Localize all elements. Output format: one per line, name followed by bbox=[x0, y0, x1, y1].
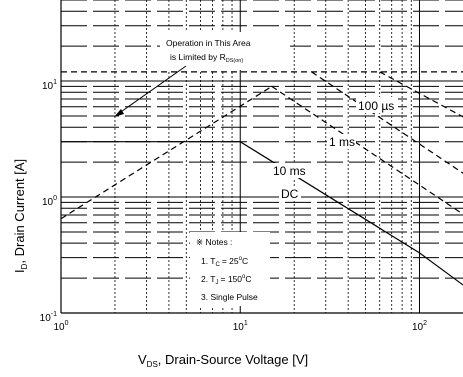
x-axis-title-main: V bbox=[138, 352, 147, 367]
label-1ms: 1 ms bbox=[329, 135, 355, 149]
note-3: 3. Single Pulse bbox=[201, 292, 258, 302]
notes-heading: ※ Notes : bbox=[196, 237, 232, 247]
y-tick-label-base: 10 bbox=[40, 313, 52, 324]
note-1-sub: C bbox=[216, 262, 221, 268]
rdson-line2-sub: DS(on) bbox=[226, 58, 244, 64]
series-lines bbox=[60, 71, 463, 286]
x-tick-label: 102 bbox=[412, 320, 427, 333]
rdson-line2-prefix: is Limited by R bbox=[170, 52, 226, 62]
y-axis-title-rest: , Drain Current [A] bbox=[12, 159, 27, 264]
x-tick-label-base: 10 bbox=[53, 322, 65, 333]
curve-labels: 100 µs 1 ms 10 ms DC bbox=[271, 97, 398, 201]
rdson-arrow-head bbox=[114, 109, 124, 117]
label-1ms-bg bbox=[327, 134, 356, 149]
x-axis-title-rest: , Drain-Source Voltage [V] bbox=[158, 352, 308, 367]
x-tick-label-exp: 1 bbox=[244, 320, 248, 327]
notes-box: ※ Notes : 1. TC = 25oC 2. TJ = 150oC 3. Si… bbox=[190, 232, 270, 306]
y-tick-label-exp: 1 bbox=[53, 79, 57, 86]
label-10ms-bg bbox=[271, 163, 309, 178]
x-tick-label-base: 10 bbox=[233, 322, 245, 333]
x-tick-label-exp: 0 bbox=[65, 320, 69, 327]
label-10ms: 10 ms bbox=[273, 164, 306, 178]
notes-box-bg bbox=[190, 232, 270, 306]
x-tick-label: 101 bbox=[233, 320, 248, 333]
y-tick-label-base: 10 bbox=[42, 81, 54, 92]
note-1-sup: o bbox=[239, 256, 243, 262]
label-dc-bg bbox=[279, 186, 301, 201]
note-1: 1. TC = 25oC bbox=[201, 256, 248, 268]
y-tick-label-exp: -1 bbox=[51, 311, 57, 318]
x-tick-label: 100 bbox=[53, 320, 68, 333]
y-tick-label-base: 10 bbox=[42, 197, 54, 208]
x-axis-title-sub: DS bbox=[147, 360, 158, 369]
y-tick-label: 100 bbox=[42, 195, 57, 208]
x-axis-title: VDS, Drain-Source Voltage [V] bbox=[138, 352, 308, 369]
label-dc: DC bbox=[281, 187, 299, 201]
y-axis-title: ID, Drain Current [A] bbox=[12, 159, 29, 273]
note-2-sub: J bbox=[216, 280, 219, 286]
y-axis-title-sub: D bbox=[20, 263, 29, 269]
rdson-annotation: Operation in This Area is Limited by RDS… bbox=[114, 32, 290, 117]
series-line-boundary-4 bbox=[60, 85, 273, 220]
note-2-sup: o bbox=[242, 274, 246, 280]
x-tick-label-exp: 2 bbox=[423, 320, 427, 327]
rdson-annotation-box bbox=[160, 32, 290, 70]
y-axis-title-main: I bbox=[12, 269, 27, 273]
note-1-value: = 25 bbox=[222, 256, 239, 266]
label-100us-bg bbox=[356, 97, 398, 113]
y-tick-label: 101 bbox=[42, 79, 57, 92]
note-1-prefix: 1. T bbox=[201, 256, 216, 266]
note-1-unit: C bbox=[242, 256, 248, 266]
series-line-100-s bbox=[379, 71, 463, 118]
series-line-1-ms bbox=[311, 71, 463, 174]
rdson-line2: is Limited by RDS(on) bbox=[170, 52, 243, 64]
series-line-dc bbox=[61, 141, 463, 286]
label-100us: 100 µs bbox=[358, 99, 394, 113]
note-2-unit: C bbox=[245, 274, 251, 284]
note-2-prefix: 2. T bbox=[201, 274, 216, 284]
note-2-value: = 150 bbox=[221, 274, 243, 284]
series-line-10-ms bbox=[271, 85, 463, 215]
rdson-line1: Operation in This Area bbox=[166, 38, 251, 48]
y-tick-label: 10-1 bbox=[40, 311, 57, 324]
rdson-arrow-line bbox=[117, 65, 187, 115]
y-tick-label-exp: 0 bbox=[53, 195, 57, 202]
x-tick-label-base: 10 bbox=[412, 322, 424, 333]
note-2: 2. TJ = 150oC bbox=[201, 274, 252, 286]
